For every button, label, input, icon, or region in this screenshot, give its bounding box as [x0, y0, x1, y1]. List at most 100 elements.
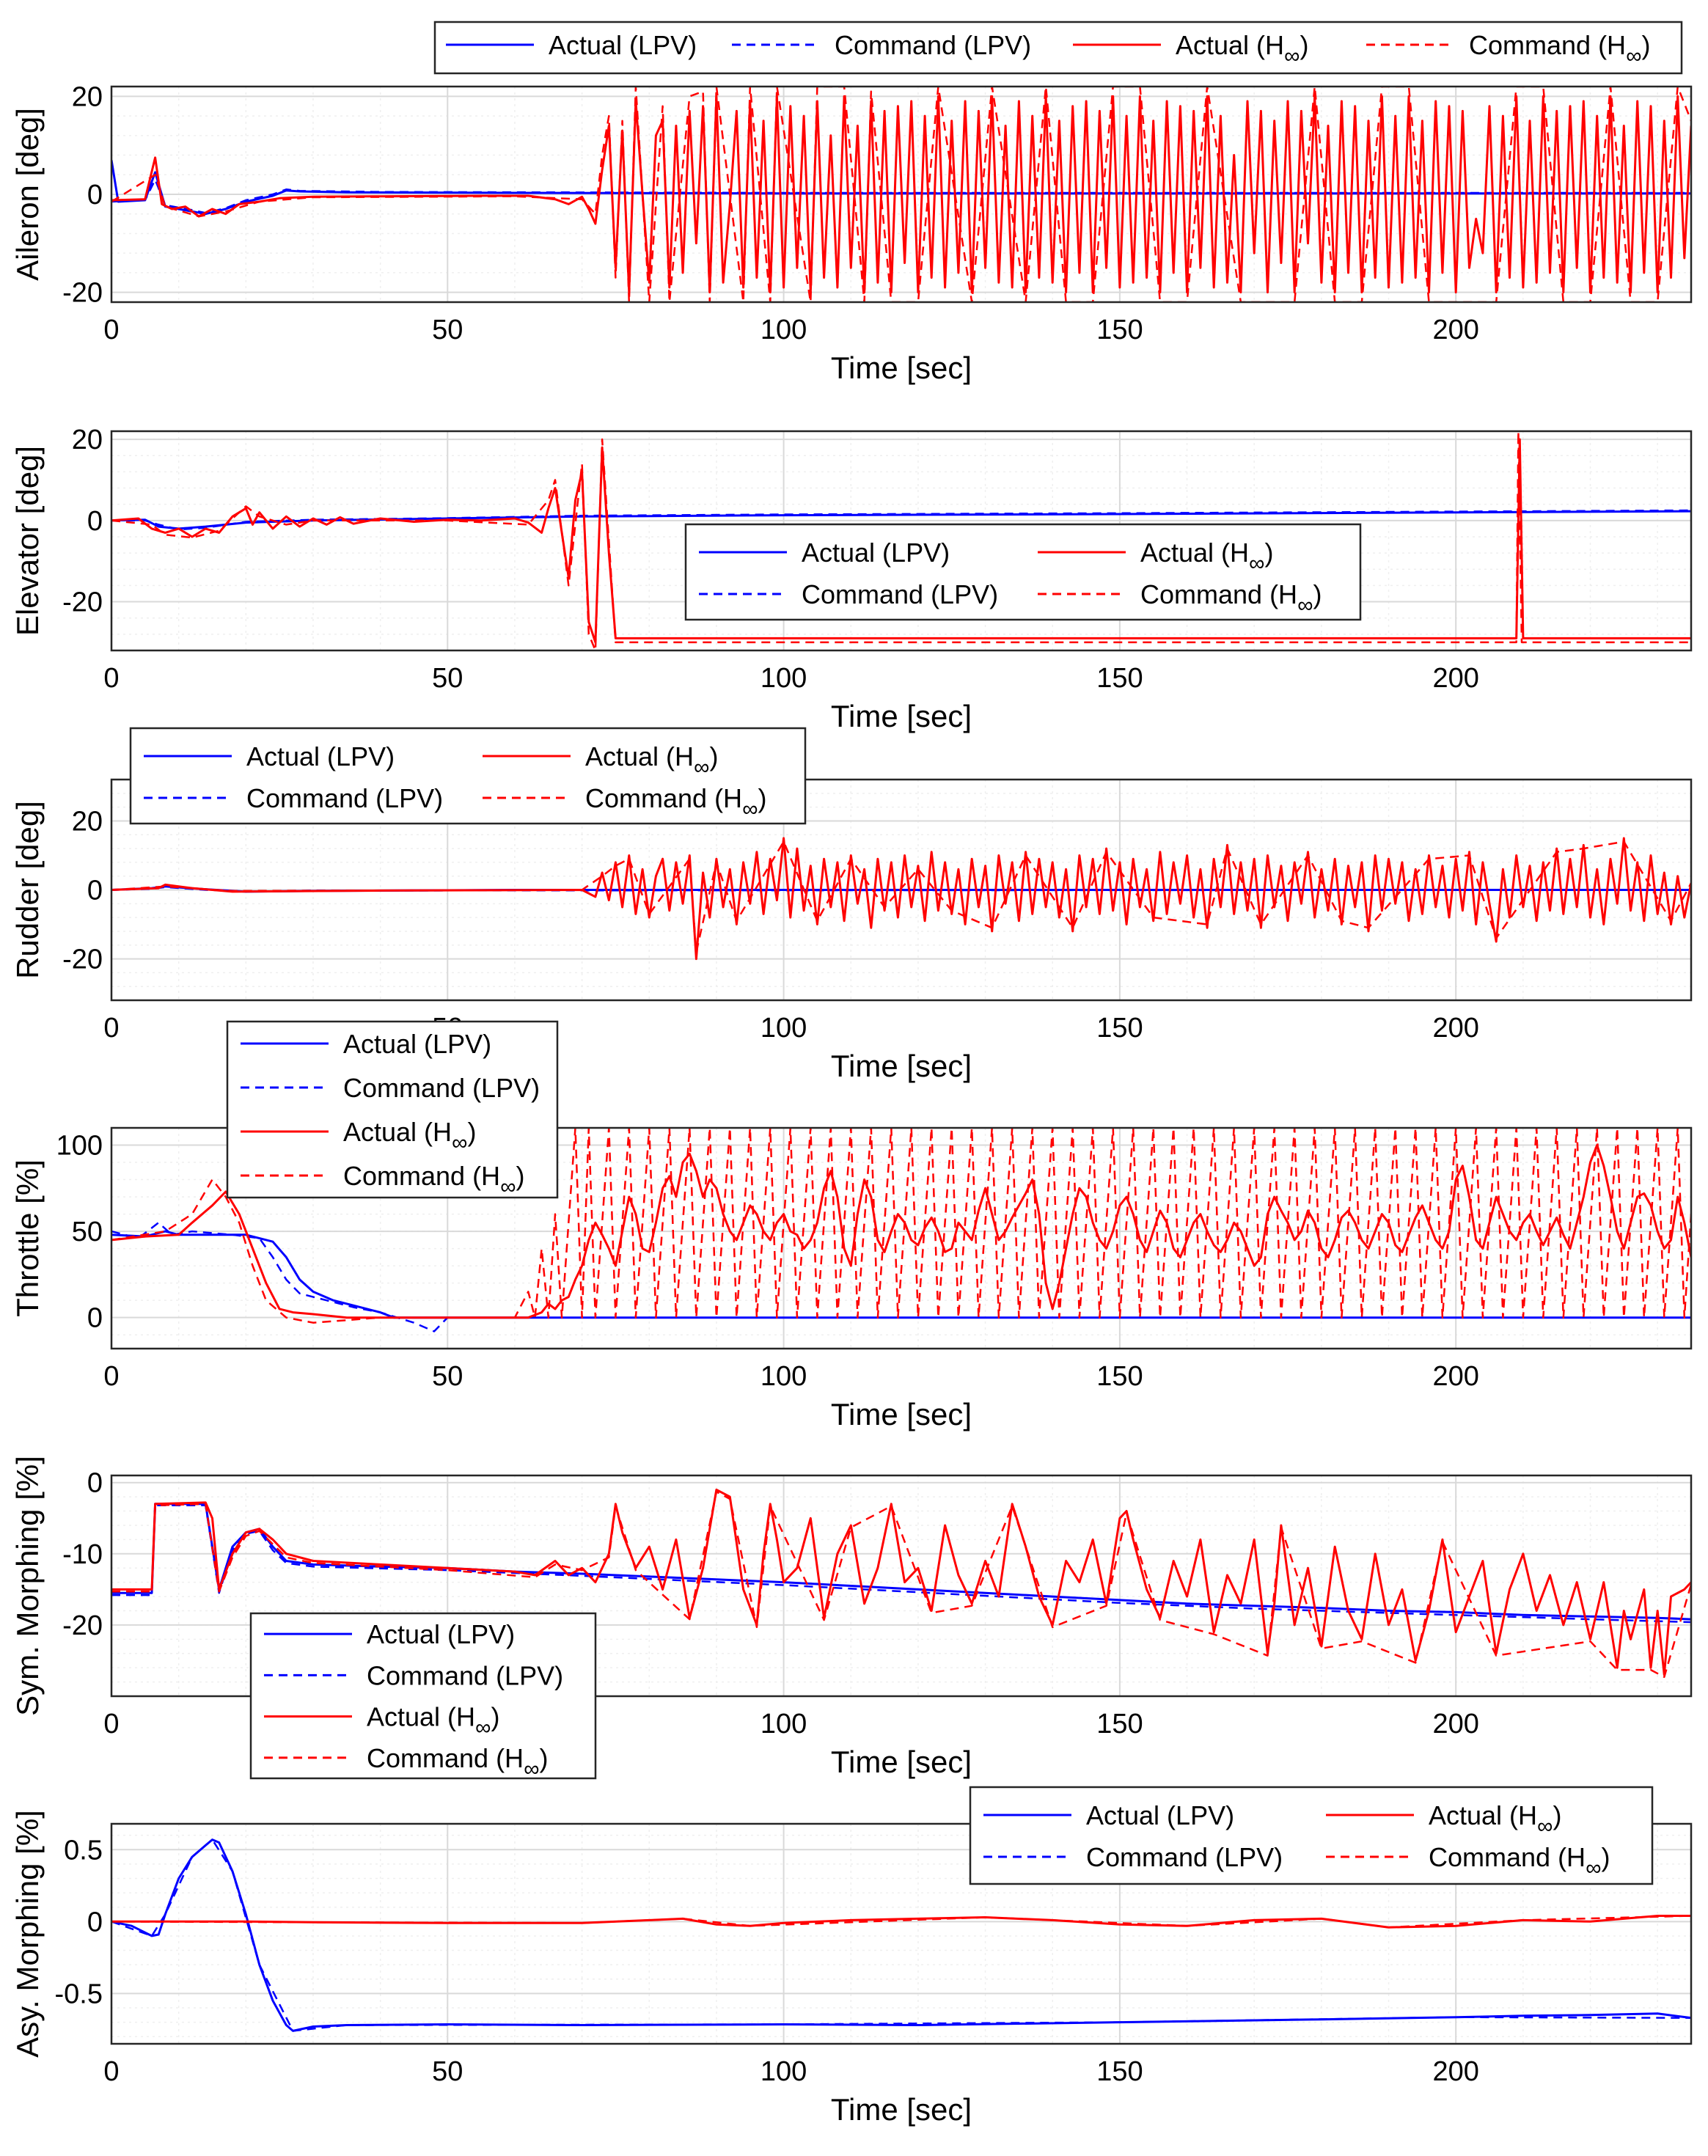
throttle-legend-box — [226, 1020, 559, 1199]
elevator-series-group — [111, 431, 1691, 650]
aileron-ylabel: Aileron [deg] — [10, 108, 45, 281]
aileron-ytick-label: -20 — [62, 278, 103, 309]
elevator-series-actual_hinf — [111, 438, 1691, 644]
rudder-ytick-label: 20 — [72, 806, 103, 837]
elevator-ytick-label: -20 — [62, 587, 103, 618]
asy_morphing-ytick-label: 0 — [87, 1907, 103, 1937]
throttle-xtick-label: 0 — [103, 1361, 119, 1392]
legend-label-command_lpv: Command (LPV) — [1086, 1842, 1283, 1872]
legend-label-command_hinf: Command (H∞) — [1429, 1842, 1610, 1880]
legend-label-command_lpv: Command (LPV) — [802, 579, 998, 609]
throttle-legend: Actual (LPV) Command (LPV) Actual (H∞) Comm… — [226, 1020, 559, 1199]
asy_morphing-xtick-label: 150 — [1096, 2056, 1143, 2087]
asy_morphing-xtick-label: 0 — [103, 2056, 119, 2087]
throttle-ytick-label: 50 — [72, 1217, 103, 1247]
aileron-axes-frame — [110, 85, 1693, 304]
elevator-xtick-label: 100 — [760, 663, 807, 694]
rudder-legend: Actual (LPV) Command (LPV) Actual (H∞)Comm… — [129, 727, 807, 825]
throttle-series-command_hinf — [111, 1128, 1691, 1324]
elevator-axes-frame — [110, 430, 1693, 652]
rudder-xtick-label: 150 — [1096, 1013, 1143, 1044]
sym_morphing-ytick-label: -10 — [62, 1539, 103, 1570]
throttle-xlabel: Time [sec] — [831, 1397, 972, 1431]
legend-label-command_lpv: Command (LPV) — [367, 1660, 563, 1690]
aileron-ytick-label: 0 — [87, 180, 103, 210]
asy_morphing-xlabel: Time [sec] — [831, 2092, 972, 2127]
legend-label-actual_hinf: Actual (H∞) — [1176, 30, 1308, 68]
asy_morphing-ylabel: Asy. Morphing [%] — [10, 1810, 45, 2058]
sym_morphing-series-group — [111, 1488, 1691, 1679]
asy_morphing-series-command_hinf — [111, 1915, 1691, 1929]
throttle-axes-frame — [110, 1126, 1693, 1350]
rudder-xtick-label: 0 — [103, 1013, 119, 1044]
rudder-series-command_hinf — [111, 840, 1691, 953]
rudder-ytick-label: 0 — [87, 876, 103, 906]
throttle-xtick-label: 200 — [1432, 1361, 1478, 1392]
sym_morphing-ytick-label: 0 — [87, 1468, 103, 1499]
legend-label-command_hinf: Command (H∞) — [1140, 579, 1322, 617]
legend-label-command_lpv: Command (LPV) — [835, 30, 1031, 60]
throttle-series-command_lpv — [111, 1222, 1691, 1332]
rudder-xtick-label: 200 — [1432, 1013, 1478, 1044]
sym_morphing-ylabel: Sym. Morphing [%] — [10, 1456, 45, 1716]
asy_morphing-xtick-label: 50 — [432, 2056, 463, 2087]
rudder-legend-box — [129, 727, 807, 825]
rudder-xtick-label: 100 — [760, 1013, 807, 1044]
sym_morphing-xtick-label: 0 — [103, 1709, 119, 1739]
panel-asy_morphing: 0 50 100 150 200 -0.5 0 0.5 Time [sec] Asy. Morph… — [10, 1786, 1693, 2127]
legend-label-actual_lpv: Actual (LPV) — [367, 1619, 515, 1649]
throttle-series-group — [111, 1128, 1691, 1332]
legend-label-actual_hinf: Actual (H∞) — [1429, 1800, 1561, 1838]
asy_morphing-xtick-label: 200 — [1432, 2056, 1478, 2087]
panel-elevator: 0 50 100 150 200 -20 0 20 Time [sec] Elevator [de… — [10, 425, 1693, 733]
aileron-series-group — [111, 87, 1691, 302]
sym_morphing-legend: Actual (LPV) Command (LPV) Actual (H∞)Comm… — [249, 1612, 597, 1781]
asy_morphing-legend: Actual (LPV) Command (LPV) Actual (H∞) Comm… — [969, 1786, 1654, 1885]
elevator-series-command_hinf — [111, 431, 1691, 650]
legend-label-actual_hinf: Actual (H∞) — [585, 741, 718, 780]
legend-label-command_hinf: Command (H∞) — [343, 1161, 524, 1199]
elevator-xtick-label: 50 — [432, 663, 463, 694]
elevator-xlabel: Time [sec] — [831, 699, 972, 733]
rudder-ylabel: Rudder [deg] — [10, 801, 45, 979]
aileron-xtick-label: 200 — [1432, 315, 1478, 345]
elevator-series-command_lpv — [111, 509, 1691, 531]
aileron-legend-box — [433, 21, 1683, 75]
sym_morphing-ytick-label: -20 — [62, 1610, 103, 1641]
throttle-ytick-label: 100 — [56, 1131, 103, 1162]
elevator-ytick-label: 0 — [87, 506, 103, 537]
aileron-series-command_lpv — [111, 178, 1691, 214]
aileron-series-command_hinf — [111, 87, 1691, 302]
asy_morphing-series-group — [111, 1838, 1691, 2032]
sym_morphing-series-actual_hinf — [111, 1488, 1691, 1676]
legend-label-actual_lpv: Actual (LPV) — [343, 1029, 491, 1059]
elevator-xtick-label: 0 — [103, 663, 119, 694]
aileron-xtick-label: 50 — [432, 315, 463, 345]
asy_morphing-xtick-label: 100 — [760, 2056, 807, 2087]
elevator-grid — [111, 431, 1691, 651]
legend-label-actual_lpv: Actual (LPV) — [1086, 1800, 1234, 1830]
elevator-legend-box — [684, 523, 1362, 621]
sym_morphing-xtick-label: 100 — [760, 1709, 807, 1739]
aileron-xtick-label: 0 — [103, 315, 119, 345]
legend-label-command_lpv: Command (LPV) — [246, 783, 443, 813]
aileron-xtick-label: 150 — [1096, 315, 1143, 345]
asy_morphing-ytick-label: 0.5 — [64, 1835, 103, 1866]
sym_morphing-xtick-label: 150 — [1096, 1709, 1143, 1739]
throttle-ytick-label: 0 — [87, 1303, 103, 1334]
throttle-xtick-label: 100 — [760, 1361, 807, 1392]
throttle-ylabel: Throttle [%] — [10, 1159, 45, 1317]
asy_morphing-axes-frame — [110, 1822, 1693, 2045]
elevator-xtick-label: 200 — [1432, 663, 1478, 694]
rudder-series-actual_hinf — [111, 837, 1691, 961]
asy_morphing-ytick-label: -0.5 — [55, 1979, 103, 2009]
rudder-xlabel: Time [sec] — [831, 1049, 972, 1083]
legend-label-command_hinf: Command (H∞) — [1469, 30, 1650, 68]
rudder-axes-frame — [110, 778, 1693, 1002]
legend-label-actual_hinf: Actual (H∞) — [1140, 538, 1273, 576]
rudder-ytick-label: -20 — [62, 945, 103, 975]
